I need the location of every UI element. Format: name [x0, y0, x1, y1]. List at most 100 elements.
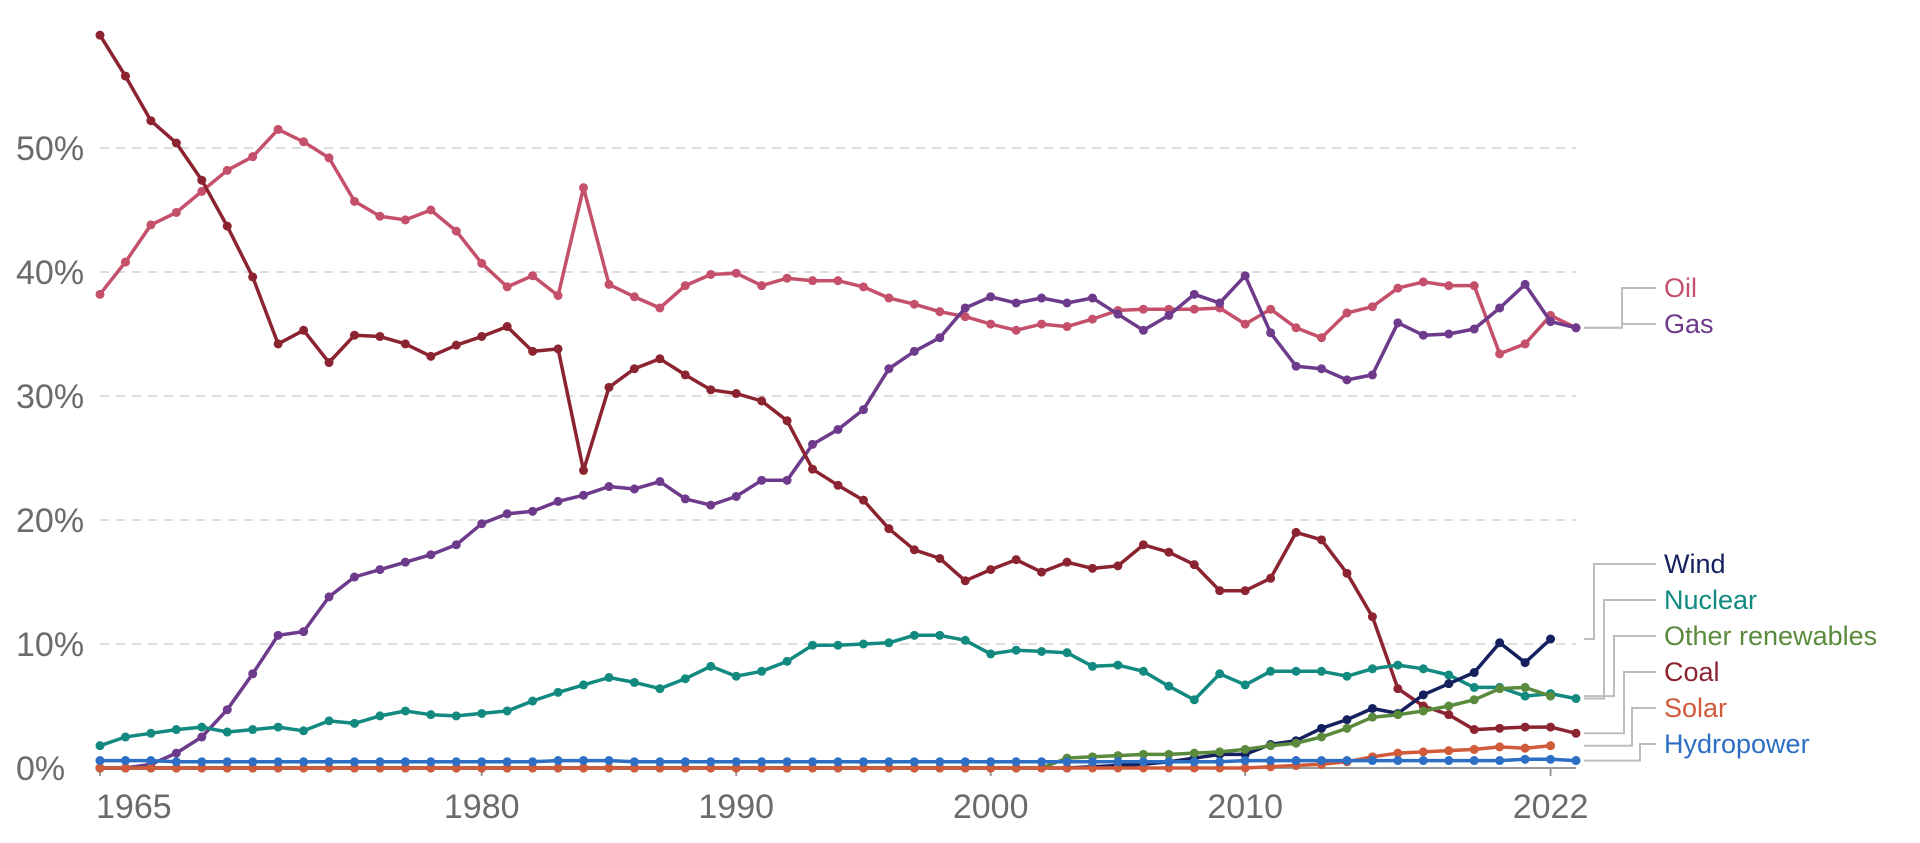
data-point-coal: [477, 331, 487, 341]
data-point-hydropower: [1342, 756, 1352, 766]
data-point-solar: [95, 763, 105, 773]
data-point-oil: [579, 183, 589, 193]
data-point-hydropower: [477, 757, 487, 767]
data-point-oil: [349, 196, 359, 206]
legend-labels: Oil Gas Wind Nuclear Other renewables Coal Sol…: [1584, 273, 1877, 762]
data-point-solar: [375, 763, 385, 773]
data-point-coal: [197, 175, 207, 185]
series-hydropower: [95, 754, 1581, 767]
data-point-nuclear: [833, 640, 843, 650]
data-point-wind: [1367, 703, 1377, 713]
data-point-nuclear: [1571, 694, 1581, 704]
series-line-oil: [98, 127, 1578, 356]
series-oil: [95, 124, 1581, 359]
data-point-coal: [1469, 725, 1479, 735]
data-point-wind: [1469, 668, 1479, 678]
data-point-coal: [731, 389, 741, 399]
data-point-gas: [171, 748, 181, 758]
data-point-solar: [222, 763, 232, 773]
data-point-hydropower: [1520, 754, 1530, 764]
data-point-oil: [222, 165, 232, 175]
series-coal: [95, 30, 1581, 738]
data-point-solar: [579, 763, 589, 773]
y-tick-label: 50%: [16, 130, 84, 168]
data-point-other-renewables: [1520, 682, 1530, 692]
y-tick-label: 10%: [16, 626, 84, 664]
data-point-hydropower: [757, 757, 767, 767]
data-point-coal: [222, 221, 232, 231]
data-point-hydropower: [782, 757, 792, 767]
series-label-other-renewables: Other renewables: [1664, 621, 1877, 651]
data-point-hydropower: [120, 756, 130, 766]
data-point-nuclear: [324, 716, 334, 726]
data-point-oil: [757, 281, 767, 291]
data-point-nuclear: [1037, 646, 1047, 656]
data-point-coal: [1317, 535, 1327, 545]
data-point-other-renewables: [1342, 723, 1352, 733]
data-point-other-renewables: [1189, 748, 1199, 758]
data-point-hydropower: [655, 757, 665, 767]
data-point-oil: [1444, 281, 1454, 291]
data-point-oil: [655, 303, 665, 313]
data-point-wind: [1444, 679, 1454, 689]
data-point-gas: [1520, 279, 1530, 289]
data-point-coal: [375, 331, 385, 341]
data-point-gas: [604, 482, 614, 492]
data-point-oil: [629, 292, 639, 302]
data-point-coal: [120, 71, 130, 81]
data-point-nuclear: [400, 706, 410, 716]
data-point-coal: [1062, 557, 1072, 567]
data-point-gas: [553, 496, 563, 506]
data-point-other-renewables: [1444, 701, 1454, 711]
data-point-hydropower: [1393, 756, 1403, 766]
data-point-oil: [1520, 339, 1530, 349]
series-line-wind: [98, 637, 1553, 770]
data-point-other-renewables: [1393, 710, 1403, 720]
data-point-coal: [1189, 560, 1199, 570]
data-point-oil: [1011, 325, 1021, 335]
data-point-solar: [477, 763, 487, 773]
data-point-gas: [1240, 271, 1250, 281]
data-point-nuclear: [706, 661, 716, 671]
data-point-wind: [1342, 715, 1352, 725]
data-point-coal: [706, 385, 716, 395]
data-point-hydropower: [299, 757, 309, 767]
x-tick-label: 2022: [1513, 788, 1589, 826]
data-point-solar: [833, 763, 843, 773]
data-point-hydropower: [680, 757, 690, 767]
data-point-other-renewables: [1215, 747, 1225, 757]
data-point-hydropower: [706, 757, 716, 767]
data-point-coal: [1113, 561, 1123, 571]
data-point-nuclear: [808, 640, 818, 650]
data-point-coal: [808, 464, 818, 474]
data-point-oil: [171, 207, 181, 217]
data-point-coal: [1342, 568, 1352, 578]
data-point-coal: [400, 339, 410, 349]
data-point-hydropower: [349, 757, 359, 767]
data-point-nuclear: [1266, 666, 1276, 676]
data-point-oil: [375, 211, 385, 221]
data-point-hydropower: [273, 757, 283, 767]
data-point-hydropower: [502, 757, 512, 767]
data-point-hydropower: [1546, 754, 1556, 764]
data-point-solar: [1495, 742, 1505, 752]
data-point-oil: [95, 289, 105, 299]
data-point-oil: [1495, 349, 1505, 359]
data-point-oil: [1393, 283, 1403, 293]
data-point-solar: [808, 763, 818, 773]
data-point-oil: [502, 282, 512, 292]
data-point-coal: [757, 396, 767, 406]
data-point-hydropower: [375, 757, 385, 767]
data-point-oil: [731, 268, 741, 278]
data-point-other-renewables: [1113, 751, 1123, 761]
data-point-gas: [197, 732, 207, 742]
data-point-gas: [299, 627, 309, 637]
data-point-oil: [1266, 304, 1276, 314]
data-point-oil: [706, 269, 716, 279]
data-point-oil: [1240, 319, 1250, 329]
data-point-coal: [629, 364, 639, 374]
data-point-gas: [1444, 329, 1454, 339]
data-point-hydropower: [1138, 757, 1148, 767]
series-line-other-renewables: [98, 685, 1553, 770]
